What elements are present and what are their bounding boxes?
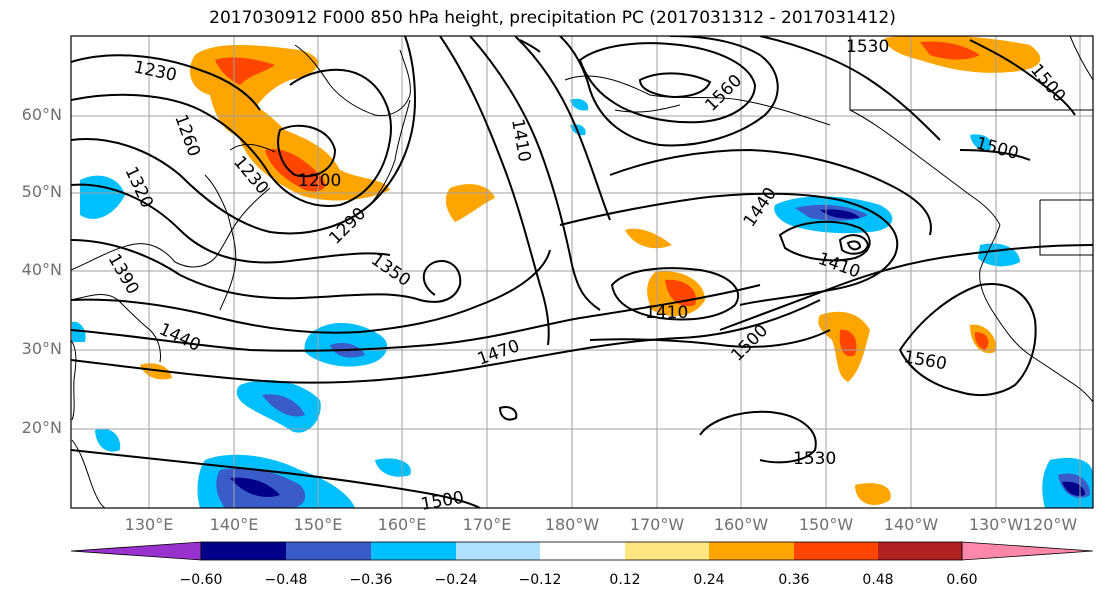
contour-label: 1260 [170,112,204,159]
colorbar-extend-low [70,541,202,561]
contour-label: 1470 [475,336,522,370]
colorbar-tick-label: 0.24 [693,572,725,588]
colorbar-tick-label: 0.12 [609,572,641,588]
lon-label: 160°W [713,515,769,534]
precip-positive-areas [140,36,1041,505]
colorbar-tick-label: 0.36 [778,572,810,588]
colorbar-tick-label: −0.60 [179,572,223,588]
contour-label: 1350 [367,250,414,291]
contour-label: 1530 [846,37,889,57]
lon-label: 140°E [209,515,259,534]
contour-label: 1500 [419,488,465,515]
lon-label: 170°E [462,515,512,534]
colorbar-tick-label: 0.60 [946,572,978,588]
lon-label: 130°W [968,515,1024,534]
colorbar-tick-label: −0.12 [518,572,562,588]
lat-label: 40°N [21,260,62,279]
colorbar [70,541,1094,561]
contour-label: 1320 [120,164,156,212]
contour-label: 1410 [645,303,688,323]
lat-label: 60°N [21,105,62,124]
contour-label: 1530 [793,449,836,469]
lon-label: 170°W [629,515,685,534]
contour-label: 1500 [974,134,1021,165]
contour-label: 1200 [298,171,341,191]
colorbar-tick-label: −0.48 [264,572,308,588]
coastlines [71,36,1093,508]
contour-label: 1560 [902,347,948,374]
map-frame [70,35,1094,509]
colorbar-tick-label: −0.36 [349,572,393,588]
lon-label: 120°W [1022,515,1078,534]
lon-label: 150°W [798,515,854,534]
lat-label: 20°N [21,418,62,437]
lon-label: 160°E [377,515,427,534]
colorbar-tick-label: 0.48 [862,572,894,588]
lat-label: 50°N [21,182,62,201]
colorbar-tick-label: −0.24 [434,572,478,588]
contour-label: 1390 [104,251,143,298]
lon-label: 130°E [124,515,174,534]
lat-label: 30°N [21,339,62,358]
lon-label: 180°W [544,515,600,534]
precip-negative-areas [72,98,1093,508]
colorbar-extend-high [961,541,1094,561]
lon-label: 140°W [883,515,939,534]
height-contours [71,36,1093,508]
lon-label: 150°E [293,515,343,534]
map-title: 2017030912 F000 850 hPa height, precipit… [209,8,896,28]
